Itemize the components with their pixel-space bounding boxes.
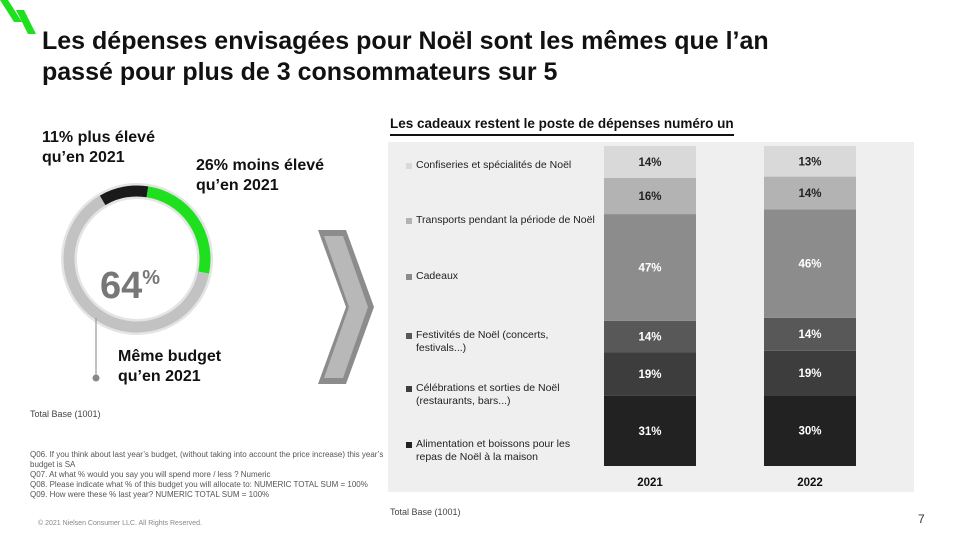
bar-segment-2021-3	[604, 214, 696, 321]
data-label-2022-3: 46%	[798, 259, 821, 271]
stacked-bar-chart: 31% 19% 14% 47% 16% 14% 2021 30% 19% 14% 46% 14% 13%…	[604, 146, 856, 489]
legend-item-0: Alimentation et boissons pour les repas …	[406, 438, 596, 464]
legend-item-3: Cadeaux	[406, 270, 596, 283]
bar-segment-2022-4	[764, 176, 856, 210]
note-q07: Q07. At what % would you say you will sp…	[30, 470, 271, 479]
legend-label: Célébrations et sorties de Noël (restaur…	[416, 382, 560, 407]
donut-label-higher: 11% plus élevé qu’en 2021	[42, 129, 155, 166]
data-label-2021-3: 47%	[638, 262, 661, 274]
donut-slice-2	[146, 186, 211, 274]
legend-item-1: Célébrations et sorties de Noël (restaur…	[406, 382, 596, 408]
total-base-right: Total Base (1001)	[390, 507, 461, 517]
bar-segment-2022-5	[764, 146, 856, 177]
donut-slice-0	[63, 195, 210, 333]
note-q09: Q09. How were these % last year? NUMERIC…	[30, 490, 270, 499]
bar-segment-2021-0	[604, 395, 696, 466]
donut-center-value: 64%	[100, 265, 161, 307]
bar-segment-2022-1	[764, 350, 856, 396]
data-label-2021-5: 14%	[638, 157, 661, 169]
chart-subtitle: Les cadeaux restent le poste de dépenses…	[390, 116, 734, 136]
data-label-2021-2: 14%	[638, 332, 661, 344]
data-label-2022-0: 30%	[798, 426, 821, 438]
legend-label: Festivités de Noël (concerts, festivals.…	[416, 329, 549, 354]
data-label-2021-4: 16%	[638, 191, 661, 203]
legend-swatch	[406, 333, 412, 339]
bar-segment-2022-0	[764, 395, 856, 466]
data-label-2022-4: 14%	[798, 188, 821, 200]
legend-swatch	[406, 163, 412, 169]
bar-segment-2021-1	[604, 352, 696, 396]
chevron-right-icon	[318, 230, 374, 384]
copyright: © 2021 Nielsen Consumer LLC. All Rights …	[38, 520, 202, 527]
donut-label-same: Même budget qu’en 2021	[118, 348, 222, 385]
brand-logo	[0, 0, 36, 34]
legend-label: Transports pendant la période de Noël	[416, 214, 595, 226]
note-q08: Q08. Please indicate what % of this budg…	[30, 480, 368, 489]
bar-segment-2022-2	[764, 317, 856, 351]
legend-swatch	[406, 386, 412, 392]
x-tick-label-2022: 2022	[797, 477, 823, 489]
total-base-left: Total Base (1001)	[30, 409, 101, 419]
data-label-2022-1: 19%	[798, 368, 821, 380]
bar-segment-2021-5	[604, 146, 696, 178]
legend-label: Alimentation et boissons pour les repas …	[416, 438, 571, 463]
note-q06: Q06. If you think about last year’s budg…	[30, 450, 384, 469]
question-notes: Q06. If you think about last year’s budg…	[30, 450, 390, 500]
data-label-2022-5: 13%	[798, 156, 821, 168]
x-tick-label-2021: 2021	[637, 477, 663, 489]
bar-segment-2022-3	[764, 209, 856, 318]
donut-slice-1	[99, 185, 149, 206]
data-label-2021-1: 19%	[638, 369, 661, 381]
legend-item-2: Festivités de Noël (concerts, festivals.…	[406, 329, 596, 355]
legend-swatch	[406, 274, 412, 280]
bar-segment-2021-4	[604, 177, 696, 215]
legend-swatch	[406, 442, 412, 448]
data-label-2022-2: 14%	[798, 329, 821, 341]
donut-label-lower: 26% moins élevé qu’en 2021	[196, 157, 325, 194]
bar-segment-2021-2	[604, 320, 696, 353]
legend-label: Confiseries et spécialités de Noël	[416, 159, 572, 171]
page-title: Les dépenses envisagées pour Noël sont l…	[42, 27, 769, 86]
donut-leader-dot	[92, 374, 100, 382]
chart-panel: Alimentation et boissons pour les repas …	[388, 142, 914, 492]
legend-item-5: Confiseries et spécialités de Noël	[406, 159, 596, 172]
legend-swatch	[406, 218, 412, 224]
legend-label: Cadeaux	[416, 270, 459, 282]
budget-donut-chart	[61, 183, 213, 382]
data-label-2021-0: 31%	[638, 426, 661, 438]
legend-item-4: Transports pendant la période de Noël	[406, 214, 596, 227]
page-number: 7	[918, 512, 925, 526]
